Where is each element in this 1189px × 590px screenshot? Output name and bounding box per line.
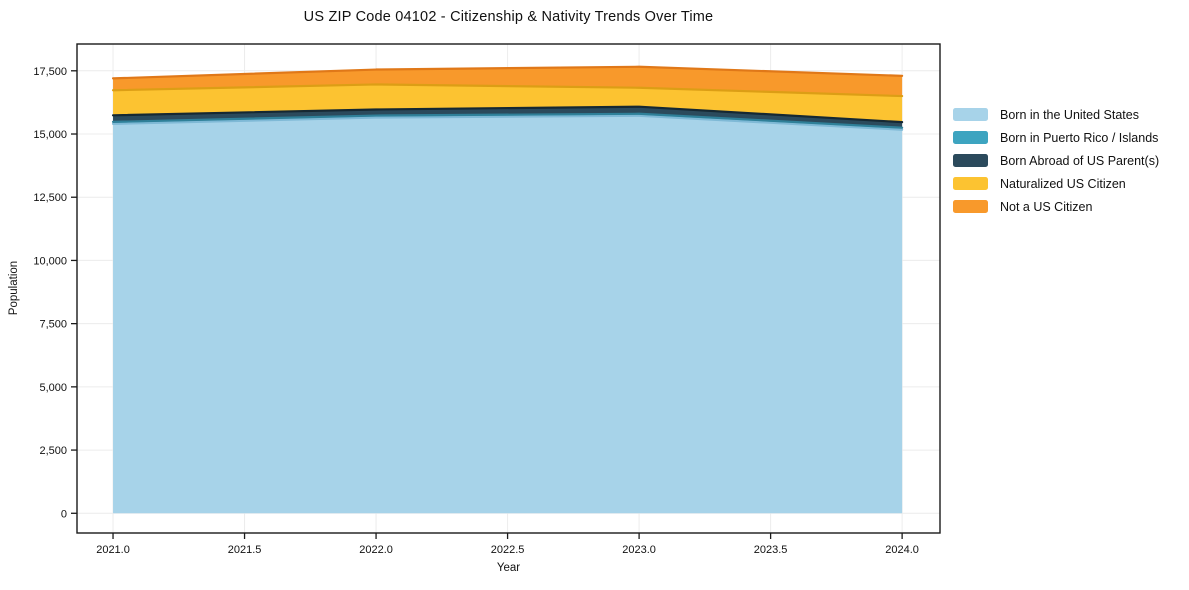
- y-axis-label: Population: [8, 260, 20, 316]
- y-tick-label: 2,500: [39, 445, 67, 457]
- x-tick-label: 2021.5: [228, 544, 262, 556]
- edge-line: [111, 83, 904, 98]
- legend-label: Naturalized US Citizen: [1000, 176, 1126, 191]
- legend-label: Born in Puerto Rico / Islands: [1000, 130, 1159, 145]
- legend: Born in the United States Born in Puerto …: [953, 103, 1159, 218]
- legend-swatch: [953, 154, 988, 167]
- legend-swatch: [953, 131, 988, 144]
- area-naturalized-us-citizen: [113, 84, 903, 123]
- edge-line: [111, 65, 904, 80]
- legend-item: Not a US Citizen: [953, 195, 1159, 218]
- legend-swatch: [953, 108, 988, 121]
- legend-item: Born Abroad of US Parent(s): [953, 149, 1159, 172]
- edge-line: [111, 114, 904, 131]
- y-tick-label: 7,500: [39, 319, 67, 331]
- y-tick-label: 0: [61, 508, 67, 520]
- x-tick-label: 2023.5: [754, 544, 788, 556]
- x-tick-label: 2024.0: [885, 544, 919, 556]
- area-born-in-the-united-states: [113, 115, 903, 514]
- chart-title: US ZIP Code 04102 - Citizenship & Nativi…: [303, 9, 714, 25]
- x-tick-label: 2022.0: [359, 544, 393, 556]
- legend-label: Born Abroad of US Parent(s): [1000, 153, 1160, 168]
- y-tick-label: 15,000: [33, 129, 67, 141]
- y-tick-label: 12,500: [33, 192, 67, 204]
- x-axis-label: Year: [496, 562, 521, 574]
- legend-swatch: [953, 177, 988, 190]
- legend-swatch: [953, 200, 988, 213]
- x-tick-label: 2021.0: [96, 544, 130, 556]
- legend-label: Not a US Citizen: [1000, 199, 1093, 214]
- y-tick-label: 5,000: [39, 382, 67, 394]
- axes-spines: [76, 43, 941, 534]
- x-tick-label: 2023.0: [622, 544, 656, 556]
- legend-label: Born in the United States: [1000, 107, 1139, 122]
- y-tick-label: 17,500: [33, 66, 67, 78]
- y-tick-label: 10,000: [33, 255, 67, 267]
- edge-line: [111, 112, 904, 129]
- legend-item: Naturalized US Citizen: [953, 172, 1159, 195]
- x-tick-label: 2022.5: [491, 544, 525, 556]
- legend-item: Born in the United States: [953, 103, 1159, 126]
- legend-item: Born in Puerto Rico / Islands: [953, 126, 1159, 149]
- edge-line: [111, 105, 904, 124]
